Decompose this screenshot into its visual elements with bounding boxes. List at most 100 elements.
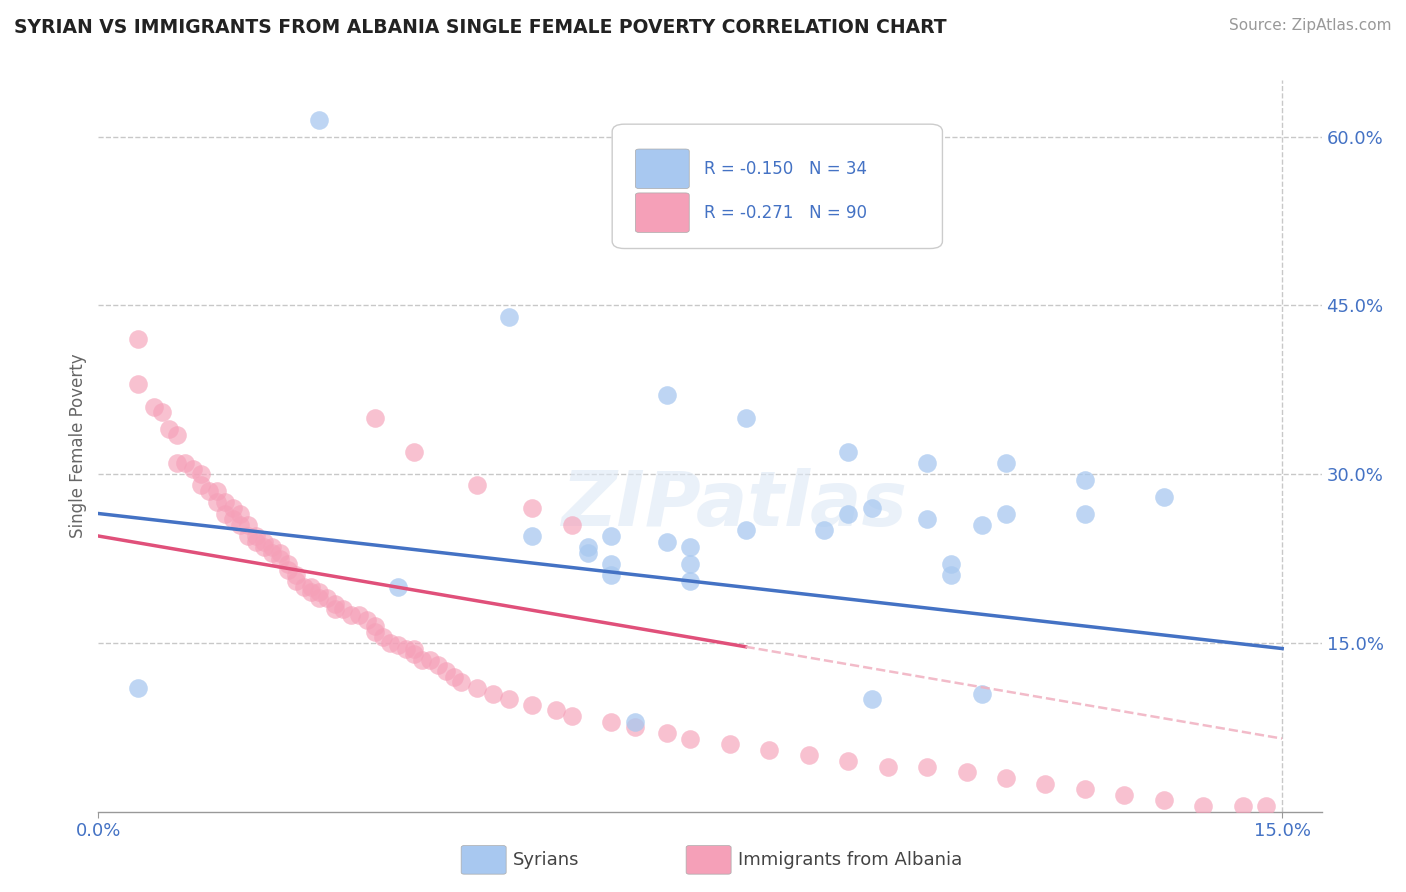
- Point: [277, 563, 299, 577]
- Point: [522, 698, 544, 712]
- Point: [1074, 507, 1097, 521]
- Point: [159, 422, 181, 436]
- Point: [443, 670, 465, 684]
- Point: [253, 534, 276, 549]
- Point: [1114, 788, 1136, 802]
- Point: [837, 507, 859, 521]
- Text: Syrians: Syrians: [513, 851, 579, 869]
- Point: [363, 619, 385, 633]
- Point: [600, 529, 623, 543]
- Point: [679, 731, 702, 746]
- Point: [718, 737, 741, 751]
- Point: [1153, 793, 1175, 807]
- Point: [797, 748, 820, 763]
- Point: [214, 495, 236, 509]
- Point: [284, 574, 307, 588]
- Text: ZIPatlas: ZIPatlas: [561, 467, 907, 541]
- Point: [426, 658, 449, 673]
- Point: [972, 687, 994, 701]
- Point: [269, 551, 291, 566]
- Point: [915, 512, 938, 526]
- Point: [939, 557, 962, 571]
- Point: [600, 568, 623, 582]
- Point: [142, 400, 165, 414]
- Point: [404, 641, 426, 656]
- Point: [127, 681, 149, 695]
- Text: Immigrants from Albania: Immigrants from Albania: [738, 851, 962, 869]
- Point: [308, 591, 330, 605]
- Point: [679, 574, 702, 588]
- Point: [576, 541, 599, 555]
- Point: [994, 507, 1017, 521]
- Point: [624, 714, 647, 729]
- Point: [166, 456, 188, 470]
- Text: R = -0.150   N = 34: R = -0.150 N = 34: [704, 160, 868, 178]
- Point: [277, 557, 299, 571]
- Point: [837, 754, 859, 768]
- Point: [190, 467, 212, 482]
- Point: [655, 534, 678, 549]
- Point: [404, 647, 426, 661]
- Point: [465, 478, 488, 492]
- Point: [205, 483, 228, 498]
- Point: [387, 638, 409, 652]
- Point: [238, 529, 260, 543]
- Point: [876, 760, 898, 774]
- Point: [915, 760, 938, 774]
- Point: [1074, 782, 1097, 797]
- Point: [655, 388, 678, 402]
- Point: [190, 478, 212, 492]
- Point: [434, 664, 457, 678]
- Point: [221, 500, 243, 515]
- Point: [994, 771, 1017, 785]
- Point: [174, 456, 197, 470]
- Point: [308, 112, 330, 127]
- Point: [308, 585, 330, 599]
- Point: [205, 495, 228, 509]
- Point: [371, 630, 394, 644]
- Point: [939, 568, 962, 582]
- Point: [679, 541, 702, 555]
- Point: [301, 585, 323, 599]
- Point: [915, 456, 938, 470]
- Point: [245, 534, 267, 549]
- Point: [260, 541, 283, 555]
- Point: [482, 687, 505, 701]
- Point: [332, 602, 354, 616]
- Point: [860, 692, 883, 706]
- Point: [380, 636, 402, 650]
- Point: [734, 524, 756, 538]
- Point: [229, 507, 252, 521]
- Point: [546, 703, 568, 717]
- Point: [214, 507, 236, 521]
- Text: Source: ZipAtlas.com: Source: ZipAtlas.com: [1229, 18, 1392, 33]
- Point: [166, 427, 188, 442]
- Point: [1256, 799, 1278, 814]
- Point: [465, 681, 488, 695]
- Point: [1192, 799, 1215, 814]
- Point: [292, 580, 315, 594]
- Text: SYRIAN VS IMMIGRANTS FROM ALBANIA SINGLE FEMALE POVERTY CORRELATION CHART: SYRIAN VS IMMIGRANTS FROM ALBANIA SINGLE…: [14, 18, 946, 37]
- Point: [972, 517, 994, 532]
- FancyBboxPatch shape: [636, 149, 689, 188]
- Point: [813, 524, 835, 538]
- Point: [561, 517, 583, 532]
- Text: R = -0.271   N = 90: R = -0.271 N = 90: [704, 203, 868, 222]
- Point: [347, 607, 370, 622]
- Point: [363, 624, 385, 639]
- Point: [245, 529, 267, 543]
- Point: [387, 580, 409, 594]
- Point: [955, 765, 977, 780]
- Point: [363, 410, 385, 425]
- Point: [1035, 776, 1057, 790]
- Point: [600, 714, 623, 729]
- Point: [837, 444, 859, 458]
- Point: [323, 602, 346, 616]
- Point: [284, 568, 307, 582]
- Point: [316, 591, 339, 605]
- Point: [498, 692, 520, 706]
- Point: [395, 641, 418, 656]
- Point: [576, 546, 599, 560]
- Point: [238, 517, 260, 532]
- Point: [522, 500, 544, 515]
